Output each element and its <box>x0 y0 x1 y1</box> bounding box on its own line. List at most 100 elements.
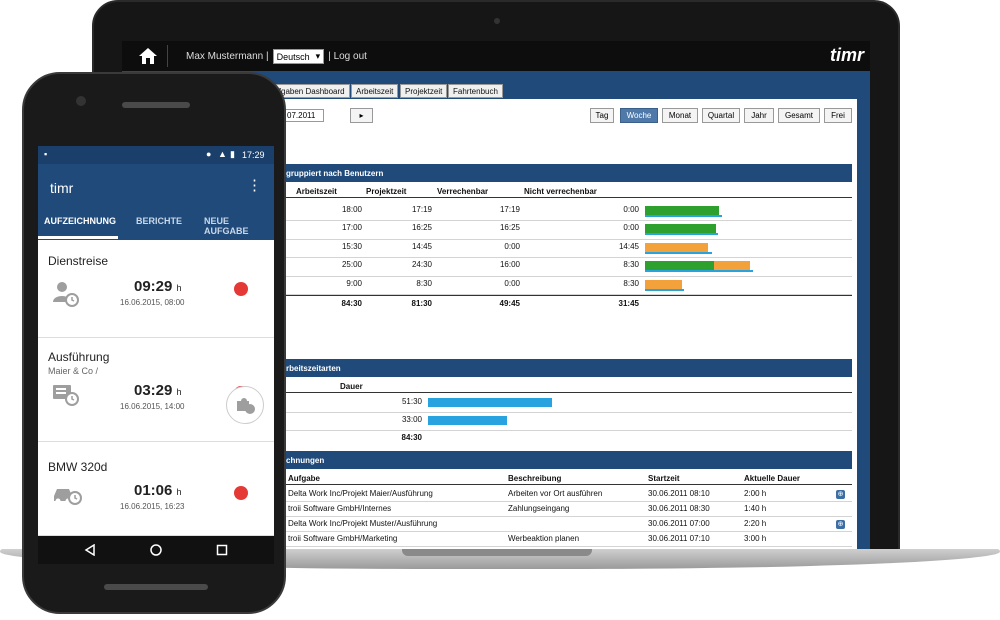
period-gesamt-button[interactable]: Gesamt <box>778 108 820 123</box>
row-divider <box>282 412 852 413</box>
row-nicht-verrechenbar: 0:00 <box>623 223 639 233</box>
period-tag-button[interactable]: Tag <box>590 108 614 123</box>
card-title: BMW 320d <box>48 460 108 474</box>
person-clock-icon <box>53 282 79 307</box>
phone: ▪ ● ▲ ▮ 17:29 timr ⋮ AUFZEICHNUNG BERICH… <box>22 72 286 614</box>
record-beschreibung: Werbeaktion planen <box>508 534 580 543</box>
row-divider <box>282 257 852 259</box>
tab-arbeitszeit[interactable]: Arbeitszeit <box>351 84 399 98</box>
record-startzeit: 30.06.2011 07:10 <box>648 534 710 543</box>
period-monat-button[interactable]: Monat <box>662 108 698 123</box>
type-total: 84:30 <box>401 433 422 442</box>
stop-recording-button[interactable] <box>234 486 248 500</box>
tab-fahrtenbuch[interactable]: Fahrtenbuch <box>448 84 503 98</box>
user-name: Max Mustermann | <box>186 51 269 62</box>
totals-rule <box>282 295 852 296</box>
notification-icon: ▪ <box>44 149 48 159</box>
home-button[interactable] <box>128 45 168 67</box>
user-area: Max Mustermann | Deutsch ▾ | Log out <box>186 49 367 64</box>
col-startzeit: Startzeit <box>648 474 680 483</box>
stop-recording-button[interactable] <box>234 282 248 296</box>
bar-billable <box>645 261 714 271</box>
card-time-unit: h <box>176 387 182 397</box>
bar-worktime <box>645 288 684 291</box>
tab-aufzeichnung[interactable]: AUFZEICHNUNG <box>44 216 116 226</box>
card-time-unit: h <box>176 487 182 497</box>
row-arbeitszeit: 15:30 <box>341 241 362 251</box>
card-date: 16.06.2015, 16:23 <box>120 502 185 511</box>
tab-neue-aufgabe[interactable]: NEUE AUFGABE <box>204 216 249 236</box>
total-arbeitszeit: 84:30 <box>341 299 362 308</box>
status-time: 17:29 <box>242 150 265 160</box>
tab-indicator <box>38 236 118 239</box>
bar-worktime <box>645 233 719 236</box>
brand-text: timr <box>829 45 864 65</box>
record-dauer: 2:00 h <box>744 489 767 498</box>
row-divider <box>282 220 852 222</box>
logout-link[interactable]: | Log out <box>328 51 367 62</box>
period-jahr-button[interactable]: Jahr <box>744 108 774 123</box>
col-arbeitszeit: Arbeitszeit <box>296 187 337 196</box>
battery-icon: ▮ <box>230 149 235 159</box>
app-title: timr <box>50 180 74 196</box>
info-icon[interactable]: ⊕ <box>836 520 845 529</box>
card-subtitle: Maier & Co / <box>48 366 99 376</box>
overflow-menu-icon[interactable]: ⋮ <box>247 177 262 194</box>
row-projektzeit: 14:45 <box>411 241 432 251</box>
card-date: 16.06.2015, 08:00 <box>120 298 185 307</box>
phone-screen: ▪ ● ▲ ▮ 17:29 timr ⋮ AUFZEICHNUNG BERICH… <box>38 146 274 564</box>
period-woche-button[interactable]: Woche <box>620 108 658 123</box>
row-verrechenbar: 0:00 <box>504 241 520 251</box>
row-divider <box>282 531 852 532</box>
row-divider <box>282 501 852 502</box>
col-beschreibung: Beschreibung <box>508 474 562 483</box>
card-time: 01:06 h <box>134 482 182 499</box>
record-aufgabe[interactable]: troii Software GmbH/Marketing <box>288 534 398 543</box>
tab-berichte[interactable]: BERICHTE <box>136 216 183 226</box>
phone-speaker <box>122 102 190 108</box>
users-section-header: gruppiert nach Benutzern <box>282 164 852 182</box>
record-card[interactable]: Dienstreise 09:29 h 16.06.2015, 08:00 <box>38 240 274 338</box>
type-bar <box>428 416 508 425</box>
task-clock-icon <box>53 385 79 406</box>
add-record-button[interactable] <box>226 386 264 424</box>
row-divider <box>282 516 852 517</box>
period-quartal-button[interactable]: Quartal <box>702 108 740 123</box>
bar-worktime <box>645 215 723 217</box>
card-time: 03:29 h <box>134 382 182 399</box>
record-beschreibung: Zahlungseingang <box>508 504 570 513</box>
back-icon[interactable] <box>84 544 96 556</box>
card-time-value: 09:29 <box>134 278 173 295</box>
record-aufgabe[interactable]: Delta Work Inc/Projekt Maier/Ausführung <box>288 489 433 498</box>
record-aufgabe[interactable]: Delta Work Inc/Projekt Muster/Ausführung <box>288 519 438 528</box>
chevron-down-icon: ▾ <box>315 51 321 61</box>
records-header-rule <box>282 484 852 485</box>
recents-icon[interactable] <box>216 544 228 556</box>
language-select[interactable]: Deutsch ▾ <box>272 49 325 64</box>
home-icon <box>138 48 157 64</box>
next-period-button[interactable]: ▸ <box>350 108 373 123</box>
record-beschreibung: Arbeiten vor Ort ausführen <box>508 489 603 498</box>
record-aufgabe[interactable]: troii Software GmbH/Internes <box>288 504 392 513</box>
card-time: 09:29 h <box>134 278 182 295</box>
date-field[interactable]: 07.2011 <box>284 109 324 122</box>
period-frei-button[interactable]: Frei <box>824 108 852 123</box>
record-card[interactable]: Ausführung Maier & Co / 03:29 h 16.06.20… <box>38 338 274 442</box>
row-projektzeit: 8:30 <box>416 278 432 288</box>
home-nav-icon[interactable] <box>150 544 162 556</box>
type-dauer: 33:00 <box>401 415 422 424</box>
row-verrechenbar: 17:19 <box>499 205 520 214</box>
total-verrechenbar: 49:45 <box>499 299 520 308</box>
row-divider <box>282 430 852 431</box>
row-projektzeit: 16:25 <box>411 223 432 233</box>
record-card[interactable]: BMW 320d 01:06 h 16.06.2015, 16:23 <box>38 442 274 536</box>
status-bar: ▪ ● ▲ ▮ 17:29 <box>38 146 274 164</box>
location-icon: ● <box>206 149 212 159</box>
card-date: 16.06.2015, 14:00 <box>120 402 185 411</box>
info-icon[interactable]: ⊕ <box>836 490 845 499</box>
bar-nonbillable <box>645 279 682 289</box>
card-title: Ausführung <box>48 350 110 364</box>
tab-projektzeit[interactable]: Projektzeit <box>400 84 448 98</box>
row-verrechenbar: 16:25 <box>499 223 520 233</box>
row-arbeitszeit: 25:00 <box>341 260 362 270</box>
